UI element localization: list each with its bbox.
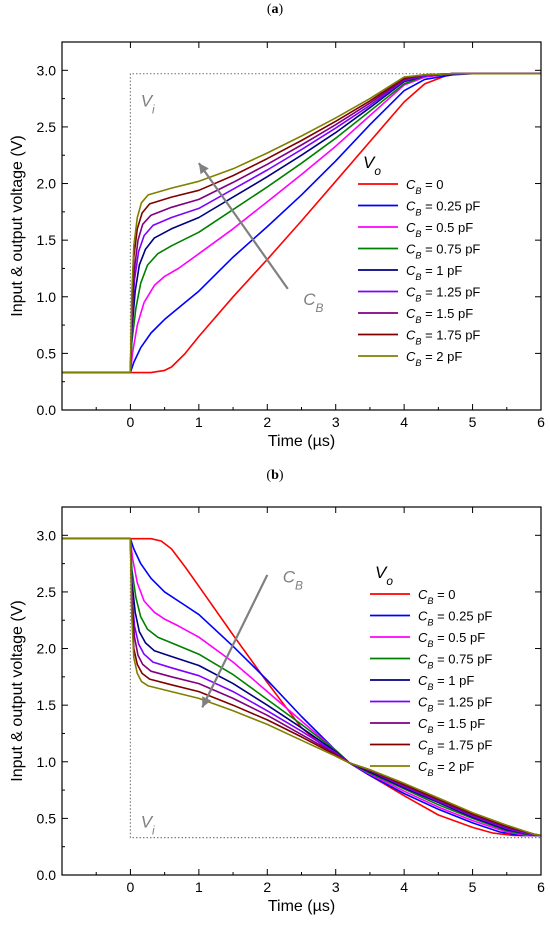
panel-label-a: (a): [266, 2, 284, 17]
chart-b-arrow-line: [201, 574, 269, 708]
chart-b: 0 1 2 3 4 5 6 0.0 0.5 1.0 1.5 2.0 2.5 3.0 Time (µs) Inp…: [9, 506, 545, 915]
chart-b-xtick-label-2: 2: [263, 879, 271, 895]
chart-b-series-line-2: [62, 537, 541, 837]
chart-a-input-label: Vi: [141, 92, 155, 117]
chart-b-ytick-label-0: 0.0: [37, 867, 57, 883]
chart-a-ytick-label-1: 0.5: [37, 345, 57, 361]
chart-a: 0 1 2 3 4 5 6 0.0 0.5 1.0 1.5 2.0 2.5 3.0 Time (µs) Inp…: [9, 41, 545, 450]
chart-a-series-line-1: [62, 72, 541, 374]
chart-b-legend-label-4: CB = 1 pF: [418, 673, 474, 692]
chart-b-ytick-label-3: 1.5: [37, 697, 57, 713]
chart-a-legend-label-3: CB = 0.75 pF: [406, 242, 480, 261]
chart-b-legend-label-2: CB = 0.5 pF: [418, 630, 485, 649]
chart-a-legend-label-1: CB = 0.25 pF: [406, 199, 480, 218]
chart-b-series-line-1: [62, 537, 541, 837]
chart-b-ytick-label-5: 2.5: [37, 584, 57, 600]
chart-a-legend-label-7: CB = 1.75 pF: [406, 328, 480, 347]
chart-b-legend-title: Vo: [375, 563, 393, 588]
chart-b-ylabel: Input & output voltage (V): [9, 600, 26, 781]
chart-b-series-line-5: [62, 537, 541, 837]
chart-a-xtick-label-5: 5: [469, 414, 477, 430]
chart-a-legend-label-8: CB = 2 pF: [406, 349, 462, 368]
chart-a-legend-label-2: CB = 0.5 pF: [406, 220, 473, 239]
chart-a-ytick-label-3: 1.5: [37, 232, 57, 248]
chart-a-legend-title: Vo: [363, 153, 381, 178]
chart-a-legend-label-6: CB = 1.5 pF: [406, 306, 473, 325]
chart-a-ytick-label-5: 2.5: [37, 119, 57, 135]
chart-a-arrow-line: [197, 162, 289, 290]
chart-b-input-line: [129, 538, 541, 839]
chart-b-legend-label-7: CB = 1.75 pF: [418, 738, 492, 757]
chart-b-ytick-label-1: 0.5: [37, 810, 57, 826]
chart-a-legend-label-4: CB = 1 pF: [406, 263, 462, 282]
chart-b-arrow-head: [202, 696, 212, 708]
chart-b-xtick-label-4: 4: [400, 879, 408, 895]
chart-b-ytick-label-6: 3.0: [37, 527, 57, 543]
chart-b-arrow-label: CB: [283, 567, 303, 592]
chart-b-series-line-8: [62, 537, 542, 837]
chart-a-legend-label-0: CB = 0: [406, 177, 444, 196]
panel-label-b: (b): [266, 468, 284, 483]
chart-b-xtick-label-3: 3: [332, 879, 340, 895]
chart-b-legend-label-5: CB = 1.25 pF: [418, 695, 492, 714]
chart-a-series-line-8: [62, 72, 541, 374]
chart-b-series-line-4: [62, 537, 541, 837]
chart-b-ytick-label-4: 2.0: [37, 641, 57, 657]
chart-b-series-line-3: [62, 537, 541, 837]
chart-a-xtick-label-3: 3: [332, 414, 340, 430]
chart-b-xtick-label-6: 6: [537, 879, 545, 895]
chart-a-xlabel: Time (µs): [268, 433, 335, 450]
chart-a-xtick-label-6: 6: [537, 414, 545, 430]
chart-a-legend-label-5: CB = 1.25 pF: [406, 285, 480, 304]
chart-b-legend-label-1: CB = 0.25 pF: [418, 609, 492, 628]
chart-a-ytick-label-0: 0.0: [37, 402, 57, 418]
chart-a-ytick-label-2: 1.0: [37, 289, 57, 305]
chart-b-legend-label-3: CB = 0.75 pF: [418, 652, 492, 671]
chart-a-arrow-label: CB: [303, 290, 323, 315]
chart-a-xtick-label-4: 4: [400, 414, 408, 430]
chart-b-legend-label-8: CB = 2 pF: [418, 759, 474, 778]
chart-b-xtick-label-5: 5: [469, 879, 477, 895]
chart-b-input-label: Vi: [141, 812, 155, 837]
chart-b-series-line-6: [62, 537, 542, 837]
chart-a-xtick-label-0: 0: [127, 414, 135, 430]
chart-a-xtick-label-1: 1: [195, 414, 203, 430]
chart-a-ytick-label-6: 3.0: [37, 62, 57, 78]
chart-b-xtick-label-1: 1: [195, 879, 203, 895]
chart-b-series-line-7: [62, 537, 542, 837]
chart-a-ytick-label-4: 2.0: [37, 176, 57, 192]
chart-b-xtick-label-0: 0: [127, 879, 135, 895]
chart-a-series-line-2: [62, 72, 541, 374]
chart-a-ylabel: Input & output voltage (V): [9, 135, 26, 316]
chart-b-legend-label-6: CB = 1.5 pF: [418, 716, 485, 735]
chart-b-ytick-label-2: 1.0: [37, 754, 57, 770]
chart-a-arrow-head: [198, 163, 209, 175]
chart-b-legend-label-0: CB = 0: [418, 587, 456, 606]
chart-b-xlabel: Time (µs): [268, 898, 335, 915]
chart-a-xtick-label-2: 2: [263, 414, 271, 430]
chart-a-input-line: [129, 73, 541, 373]
